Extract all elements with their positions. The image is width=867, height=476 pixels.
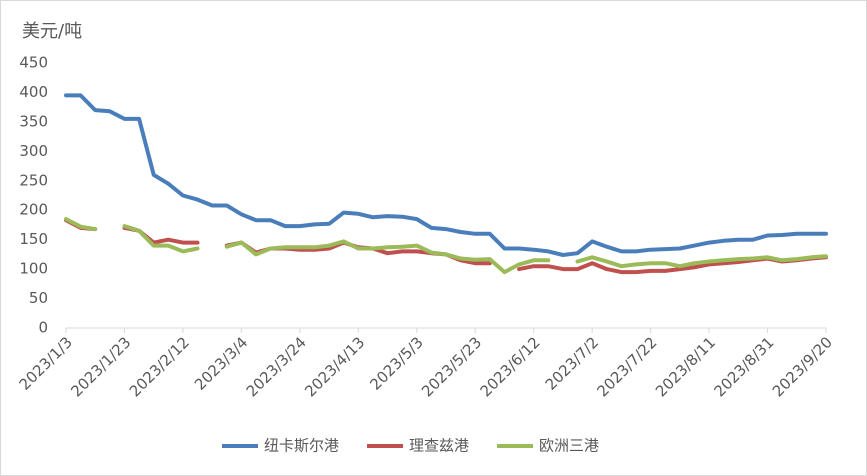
y-tick-label: 450 xyxy=(19,54,48,72)
legend-label: 欧洲三港 xyxy=(539,437,599,455)
series-line xyxy=(224,239,551,275)
y-tick-label: 350 xyxy=(19,112,48,130)
y-tick-label: 300 xyxy=(19,142,48,160)
legend-label: 纽卡斯尔港 xyxy=(264,437,339,455)
y-tick-label: 150 xyxy=(19,230,48,248)
series-line xyxy=(64,217,98,232)
y-tick-label: 400 xyxy=(19,83,48,101)
series-line xyxy=(575,254,828,269)
series-line xyxy=(64,93,828,257)
y-tick-label: 250 xyxy=(19,171,48,189)
legend-label: 理查兹港 xyxy=(409,437,469,455)
series-line xyxy=(122,224,200,254)
y-tick-label: 200 xyxy=(19,201,48,219)
y-tick-label: 50 xyxy=(29,289,48,307)
y-tick-label: 100 xyxy=(19,260,48,278)
y-tick-label: 0 xyxy=(38,319,48,337)
y-axis-title: 美元/吨 xyxy=(22,21,82,42)
